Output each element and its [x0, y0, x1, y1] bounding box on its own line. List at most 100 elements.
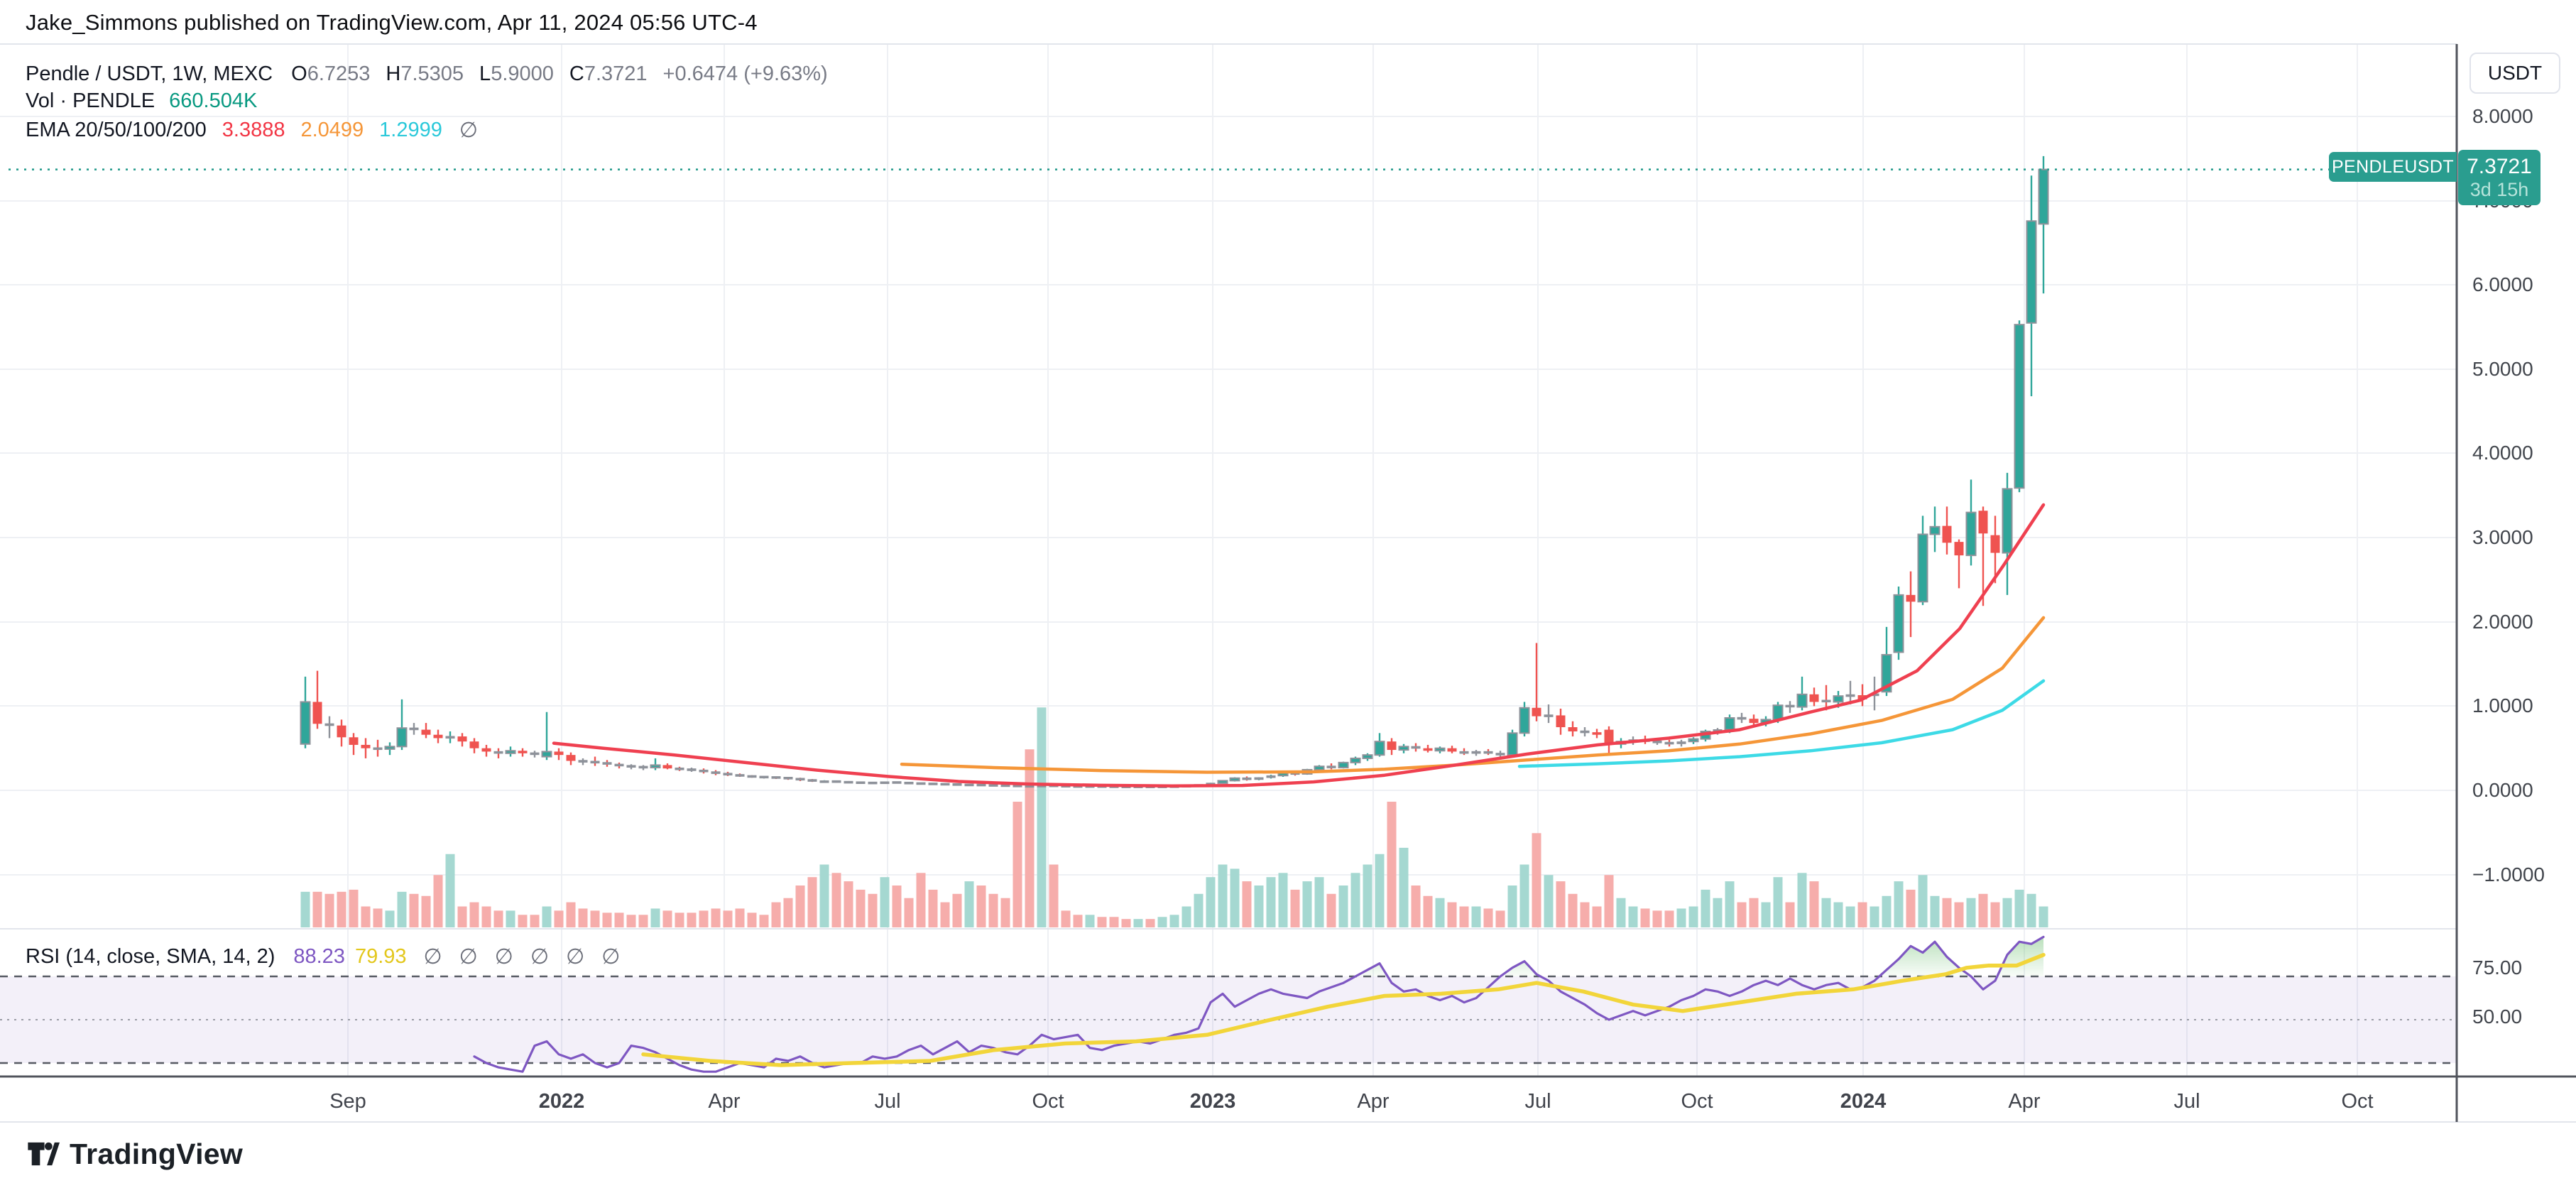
volume-bar [711, 908, 721, 927]
candle [457, 733, 467, 747]
volume-bar [1459, 906, 1469, 927]
volume-bar [361, 906, 371, 927]
volume-bar [1338, 885, 1348, 927]
candle [844, 780, 853, 784]
rsi-legend-row[interactable]: RSI (14, close, SMA, 14, 2) 88.23 79.93 … [26, 944, 620, 969]
volume-bar [1218, 864, 1228, 927]
candle [819, 780, 829, 783]
price-axis-label[interactable]: 2.0000 [2472, 611, 2533, 633]
time-axis-label[interactable]: Jul [2173, 1090, 2200, 1113]
volume-bar [1375, 854, 1385, 927]
volume-histogram [300, 707, 2048, 927]
volume-bar [1290, 889, 1300, 927]
candle [1906, 571, 1916, 638]
volume-bar [687, 912, 697, 927]
price-axis-label[interactable]: 3.0000 [2472, 526, 2533, 548]
candle [1604, 726, 1614, 756]
candle [916, 782, 926, 785]
time-axis-label[interactable]: Apr [2008, 1090, 2041, 1113]
price-axis-label[interactable]: 6.0000 [2472, 273, 2533, 295]
candle [638, 765, 648, 770]
price-axis-label[interactable]: 8.0000 [2472, 105, 2533, 127]
candle [1796, 676, 1808, 711]
pane-frame [0, 43, 2576, 1123]
time-axis-label[interactable]: Oct [1032, 1090, 1064, 1113]
candle [1845, 680, 1855, 705]
time-axis-label[interactable]: Apr [1357, 1090, 1390, 1113]
volume-bar [433, 875, 443, 927]
volume-bar [1688, 906, 1698, 927]
volume-bar [2026, 893, 2036, 927]
volume-legend-row[interactable]: Vol · PENDLE 660.504K [26, 89, 257, 113]
volume-bar [457, 906, 467, 927]
candle [699, 768, 709, 774]
rsi-axis-label[interactable]: 50.00 [2472, 1006, 2523, 1028]
ema-value: 2.0499 [300, 119, 364, 141]
volume-bar [1568, 893, 1578, 927]
candle [602, 760, 612, 767]
volume-bar [481, 906, 491, 927]
volume-bar [1519, 864, 1529, 927]
price-axis-label[interactable]: 5.0000 [2472, 358, 2533, 380]
volume-bar [1821, 898, 1831, 927]
rsi-empty-value: ∅ [601, 945, 621, 969]
candle [1326, 763, 1336, 770]
tradingview-logo[interactable]: TradingView [24, 1136, 243, 1172]
candle [1990, 516, 2000, 584]
ema50-line [900, 616, 2046, 774]
volume-bar [1604, 875, 1614, 927]
candle [590, 756, 600, 766]
volume-bar [1206, 877, 1216, 927]
candle [892, 781, 902, 784]
time-axis-label[interactable]: 2024 [1840, 1090, 1887, 1113]
time-axis-label[interactable]: Jul [874, 1090, 901, 1113]
volume-bar [493, 910, 503, 927]
volume-bar [1061, 910, 1071, 927]
candle [1785, 701, 1795, 713]
price-axis-label[interactable]: 0.0000 [2472, 779, 2533, 801]
candle [1580, 727, 1590, 737]
volume-bar [1097, 917, 1107, 927]
volume-bar [844, 881, 853, 927]
volume-bar [349, 889, 359, 927]
rsi-sma-line [641, 952, 2046, 1067]
volume-bar [1181, 906, 1191, 927]
price-axis-label[interactable]: 1.0000 [2472, 694, 2533, 716]
price-axis-label[interactable]: 4.0000 [2472, 442, 2533, 464]
candle [1362, 753, 1373, 761]
time-axis-label[interactable]: Apr [708, 1090, 741, 1113]
candle [1592, 729, 1602, 739]
volume-bar [614, 912, 624, 927]
candle [409, 723, 419, 735]
volume-bar [337, 891, 346, 927]
time-axis-label[interactable]: Oct [1681, 1090, 1713, 1113]
volume-bar [1833, 902, 1843, 927]
volume-bar [1302, 881, 1312, 927]
ema-legend-row[interactable]: EMA 20/50/100/200 3.3888 2.0499 1.2999 ∅ [26, 118, 478, 143]
symbol-price-tag[interactable]: PENDLEUSDT [2329, 152, 2457, 182]
candle [1314, 765, 1325, 771]
price-axis-label[interactable]: −1.0000 [2472, 863, 2545, 885]
ema-values: 3.3888 2.0499 1.2999 [207, 119, 442, 142]
currency-toggle-button[interactable]: USDT [2469, 53, 2560, 94]
time-axis-label[interactable]: Sep [329, 1090, 366, 1113]
volume-bar [1133, 919, 1143, 927]
volume-bar [952, 893, 962, 927]
time-axis-label[interactable]: 2022 [538, 1090, 585, 1113]
time-axis-label[interactable]: 2023 [1189, 1090, 1236, 1113]
time-axis-label[interactable]: Oct [2341, 1090, 2374, 1113]
candle [1483, 748, 1493, 756]
volume-bar [1966, 898, 1976, 927]
volume-bar [1785, 902, 1795, 927]
ema20-line [552, 503, 2046, 788]
candle [771, 776, 781, 779]
volume-bar [1628, 906, 1638, 927]
candle [1664, 739, 1674, 747]
symbol-legend-row[interactable]: Pendle / USDT, 1W, MEXC O6.7253 H7.5305 L5… [26, 62, 828, 86]
candle [1532, 643, 1541, 721]
volume-bar [506, 910, 515, 927]
volume-bar [1145, 919, 1155, 927]
time-axis-label[interactable]: Jul [1524, 1090, 1551, 1113]
rsi-axis-label[interactable]: 75.00 [2472, 957, 2523, 979]
